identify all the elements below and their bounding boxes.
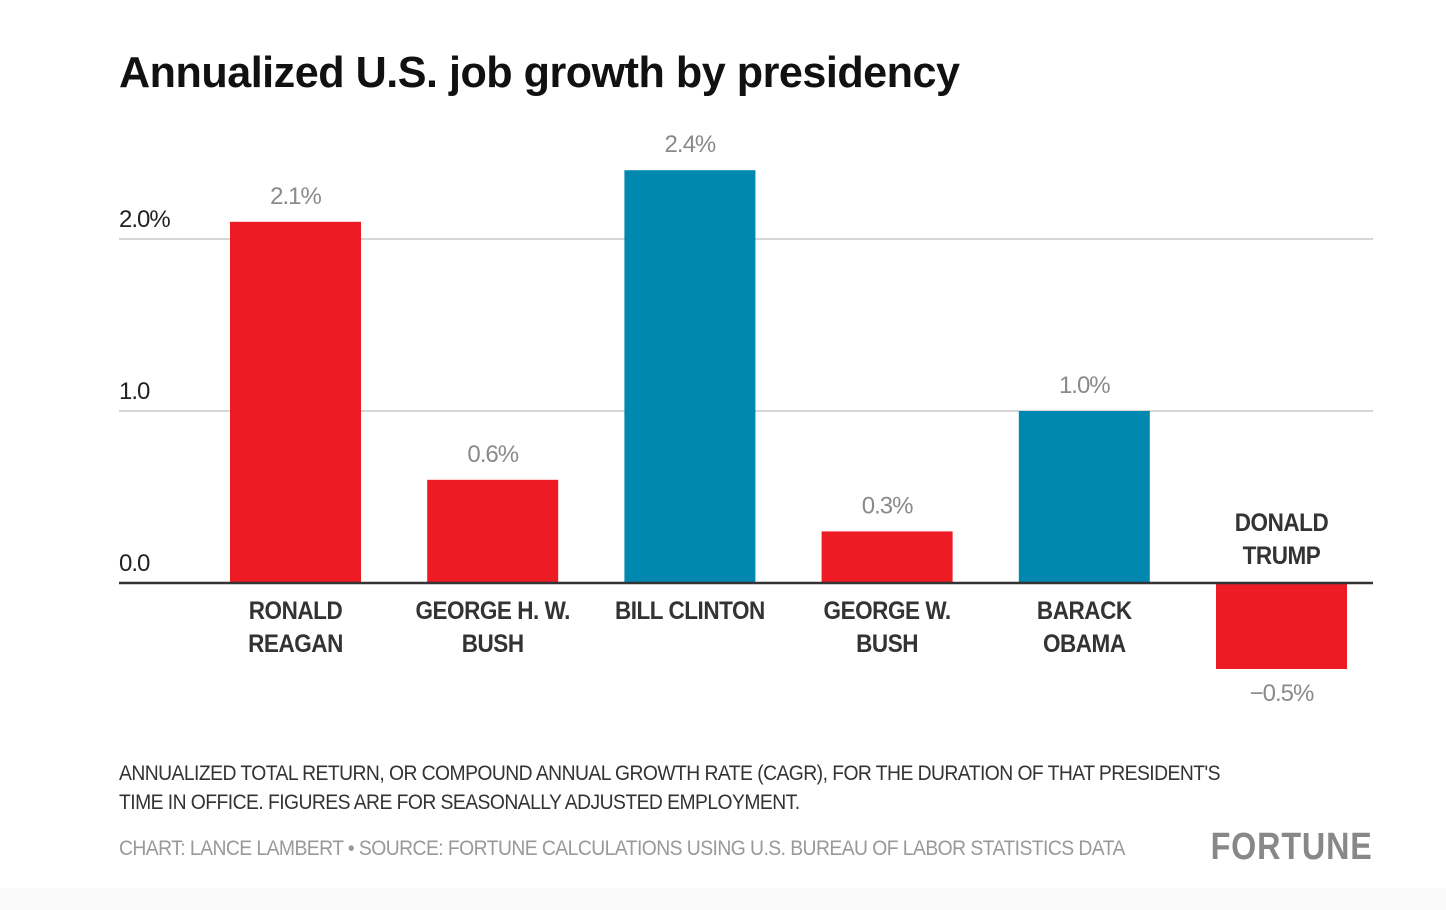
bar (821, 531, 953, 583)
data-label: −0.5% (1250, 680, 1314, 707)
data-label: 0.6% (467, 441, 518, 468)
category-label: REAGAN (248, 630, 343, 658)
y-axis-ticks: 0.0 1.0 2.0% (119, 206, 171, 577)
data-label: 2.4% (665, 131, 716, 158)
bottom-edge (0, 888, 1446, 910)
source-credit: CHART: LANCE LAMBERT • SOURCE: FORTUNE C… (119, 837, 1125, 860)
category-label: BUSH (462, 630, 524, 658)
data-label: 0.3% (862, 492, 913, 519)
y-tick-label: 0.0 (119, 550, 150, 577)
footnote-line-1: ANNUALIZED TOTAL RETURN, OR COMPOUND ANN… (119, 762, 1221, 785)
chart-title: Annualized U.S. job growth by presidency (119, 48, 960, 97)
bar (1018, 411, 1150, 583)
category-label: OBAMA (1043, 630, 1126, 658)
y-tick-label: 2.0% (119, 206, 170, 233)
bar (624, 170, 756, 583)
y-tick-label: 1.0 (119, 378, 150, 405)
category-label: BILL CLINTON (615, 597, 765, 625)
category-label: RONALD (249, 597, 343, 625)
category-label: BARACK (1037, 597, 1132, 625)
data-label: 2.1% (270, 183, 321, 210)
category-label: DONALD (1235, 509, 1329, 537)
bar (427, 479, 559, 583)
bar (1216, 583, 1347, 669)
fortune-logo: FORTUNE (1210, 826, 1373, 868)
category-labels: RONALD REAGAN GEORGE H. W. BUSH BILL CLINTON… (248, 509, 1329, 658)
bar-chart: 0.0 1.0 2.0% 2.1% 0.6% 2.4% 0.3% 1.0% −0.5% RON… (119, 131, 1373, 707)
bars (230, 170, 1347, 669)
category-label: GEORGE H. W. (415, 597, 570, 625)
bar (230, 221, 361, 584)
data-labels: 2.1% 0.6% 2.4% 0.3% 1.0% −0.5% (270, 131, 1315, 707)
category-label: TRUMP (1243, 542, 1321, 570)
category-label: BUSH (856, 630, 918, 658)
category-label: GEORGE W. (824, 597, 951, 625)
data-label: 1.0% (1059, 372, 1110, 399)
footnote-line-2: TIME IN OFFICE. FIGURES ARE FOR SEASONAL… (119, 791, 800, 814)
